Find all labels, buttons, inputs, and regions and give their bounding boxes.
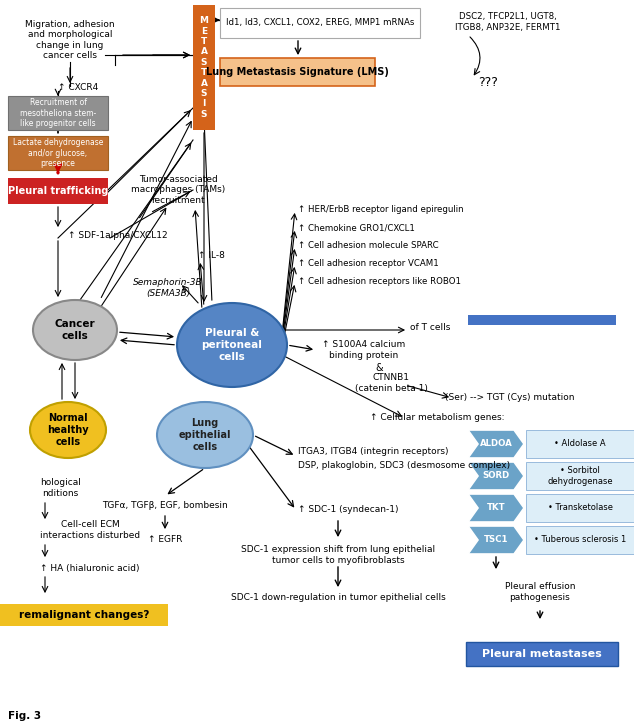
Polygon shape bbox=[468, 526, 524, 554]
Text: Pleural &
peritoneal
cells: Pleural & peritoneal cells bbox=[202, 328, 262, 362]
Ellipse shape bbox=[30, 402, 106, 458]
Text: ↑ S100A4 calcium
binding protein: ↑ S100A4 calcium binding protein bbox=[322, 341, 405, 360]
Text: • Aldolase A: • Aldolase A bbox=[554, 440, 606, 448]
Polygon shape bbox=[468, 462, 524, 490]
FancyBboxPatch shape bbox=[526, 430, 634, 458]
Text: Pleural trafficking: Pleural trafficking bbox=[8, 186, 108, 196]
Text: • Tuberous sclerosis 1: • Tuberous sclerosis 1 bbox=[534, 536, 626, 544]
Text: TKT: TKT bbox=[487, 503, 505, 513]
FancyBboxPatch shape bbox=[466, 642, 618, 666]
Text: ↑ HA (hialuronic acid): ↑ HA (hialuronic acid) bbox=[40, 563, 139, 573]
FancyBboxPatch shape bbox=[8, 136, 108, 170]
Text: Normal
healthy
cells: Normal healthy cells bbox=[47, 414, 89, 447]
Text: Cell-cell ECM
interactions disturbed: Cell-cell ECM interactions disturbed bbox=[40, 521, 140, 539]
Text: ↑ Cell adhesion receptors like ROBO1: ↑ Cell adhesion receptors like ROBO1 bbox=[298, 278, 461, 286]
Text: • Transketolase: • Transketolase bbox=[548, 503, 612, 513]
Text: ↑ IL-8: ↑ IL-8 bbox=[198, 250, 225, 260]
FancyBboxPatch shape bbox=[526, 494, 634, 522]
FancyBboxPatch shape bbox=[193, 5, 215, 130]
Text: Lung Metastasis Signature (LMS): Lung Metastasis Signature (LMS) bbox=[206, 67, 389, 77]
Text: of T cells: of T cells bbox=[410, 323, 450, 333]
Text: ↑ SDF-1alpha/CXCL12: ↑ SDF-1alpha/CXCL12 bbox=[68, 231, 167, 241]
Text: Cancer
cells: Cancer cells bbox=[55, 319, 95, 341]
Text: TSC1: TSC1 bbox=[484, 536, 508, 544]
Polygon shape bbox=[468, 494, 524, 522]
Text: Id1, Id3, CXCL1, COX2, EREG, MMP1 mRNAs: Id1, Id3, CXCL1, COX2, EREG, MMP1 mRNAs bbox=[226, 19, 414, 27]
Text: CTNNB1
(catenin beta 1): CTNNB1 (catenin beta 1) bbox=[355, 373, 428, 393]
Text: SORD: SORD bbox=[482, 471, 510, 481]
Text: DSC2, TFCP2L1, UGT8,
ITGB8, ANP32E, FERMT1: DSC2, TFCP2L1, UGT8, ITGB8, ANP32E, FERM… bbox=[455, 12, 560, 32]
Text: &: & bbox=[375, 363, 383, 373]
Text: ALDOA: ALDOA bbox=[480, 440, 512, 448]
Ellipse shape bbox=[157, 402, 253, 468]
Text: Semaphorin-3B
(SEMA3B): Semaphorin-3B (SEMA3B) bbox=[133, 278, 203, 298]
Text: ↑ CXCR4: ↑ CXCR4 bbox=[58, 83, 98, 93]
Text: Tumor-associated
macrophages (TAMs)
recruitment: Tumor-associated macrophages (TAMs) recr… bbox=[131, 175, 225, 205]
FancyBboxPatch shape bbox=[8, 96, 108, 130]
Text: Recruitment of
mesotheliona stem-
like progenitor cells: Recruitment of mesotheliona stem- like p… bbox=[20, 98, 96, 128]
Text: ???: ??? bbox=[478, 75, 498, 88]
Text: remalignant changes?: remalignant changes? bbox=[19, 610, 149, 620]
Text: ↑ Cellular metabolism genes:: ↑ Cellular metabolism genes: bbox=[370, 414, 505, 422]
Text: ↑ HER/ErbB receptor ligand epiregulin: ↑ HER/ErbB receptor ligand epiregulin bbox=[298, 205, 463, 215]
Text: ↑ EGFR: ↑ EGFR bbox=[148, 536, 182, 544]
Text: Migration, adhesion
and morphological
change in lung
cancer cells: Migration, adhesion and morphological ch… bbox=[25, 20, 115, 60]
FancyBboxPatch shape bbox=[468, 315, 616, 325]
Text: Pleural effusion
pathogenesis: Pleural effusion pathogenesis bbox=[505, 582, 575, 602]
Text: ITGA3, ITGB4 (integrin receptors): ITGA3, ITGB4 (integrin receptors) bbox=[298, 448, 448, 456]
FancyBboxPatch shape bbox=[526, 526, 634, 554]
Text: ↑ Cell adhesion receptor VCAM1: ↑ Cell adhesion receptor VCAM1 bbox=[298, 260, 439, 268]
Text: Fig. 3: Fig. 3 bbox=[8, 711, 41, 721]
Text: Lactate dehydrogenase
and/or glucose,
presence: Lactate dehydrogenase and/or glucose, pr… bbox=[13, 138, 103, 168]
Text: hological
nditions: hological nditions bbox=[40, 479, 81, 497]
Text: • Sorbitol
dehydrogenase: • Sorbitol dehydrogenase bbox=[547, 466, 613, 486]
Ellipse shape bbox=[33, 300, 117, 360]
Polygon shape bbox=[468, 430, 524, 458]
FancyBboxPatch shape bbox=[8, 178, 108, 204]
Text: Lung
epithelial
cells: Lung epithelial cells bbox=[179, 419, 231, 452]
Text: ↑ SDC-1 (syndecan-1): ↑ SDC-1 (syndecan-1) bbox=[298, 505, 399, 515]
Text: DSP, plakoglobin, SDC3 (desmosome complex): DSP, plakoglobin, SDC3 (desmosome comple… bbox=[298, 461, 510, 471]
FancyBboxPatch shape bbox=[220, 8, 420, 38]
Text: Pleural metastases: Pleural metastases bbox=[482, 649, 602, 659]
FancyBboxPatch shape bbox=[526, 462, 634, 490]
Text: M
E
T
A
S
T
A
S
I
S: M E T A S T A S I S bbox=[200, 16, 209, 119]
Ellipse shape bbox=[177, 303, 287, 387]
Text: SDC-1 expression shift from lung epithelial
tumor cells to myofibroblasts: SDC-1 expression shift from lung epithel… bbox=[241, 545, 435, 565]
Text: ↑ Chemokine GRO1/CXCL1: ↑ Chemokine GRO1/CXCL1 bbox=[298, 223, 415, 233]
Text: TGFα, TGFβ, EGF, bombesin: TGFα, TGFβ, EGF, bombesin bbox=[102, 500, 228, 510]
Text: (Ser) --> TGT (Cys) mutation: (Ser) --> TGT (Cys) mutation bbox=[445, 393, 575, 403]
Text: SDC-1 down-regulation in tumor epithelial cells: SDC-1 down-regulation in tumor epithelia… bbox=[231, 594, 445, 602]
Text: ↑ Cell adhesion molecule SPARC: ↑ Cell adhesion molecule SPARC bbox=[298, 241, 439, 250]
FancyBboxPatch shape bbox=[220, 58, 375, 86]
FancyBboxPatch shape bbox=[0, 604, 168, 626]
